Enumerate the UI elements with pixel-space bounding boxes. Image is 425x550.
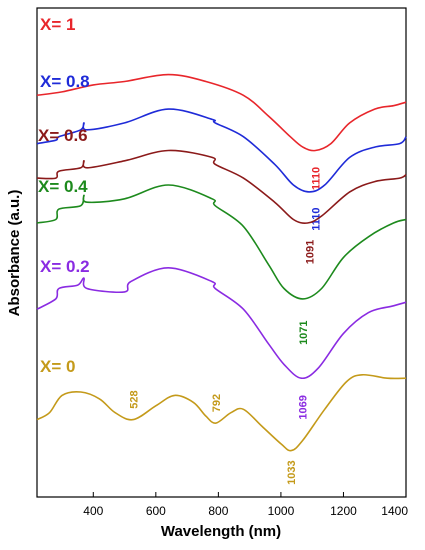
- x-tick-label: 1400: [381, 504, 408, 518]
- peak-annotation: 528: [128, 390, 140, 408]
- peak-annotation: 1033: [286, 460, 298, 484]
- series-line: [36, 108, 407, 193]
- series-line: [36, 73, 407, 152]
- x-axis-title: Wavelength (nm): [161, 523, 281, 540]
- series-label: X= 0.6: [38, 126, 88, 145]
- peak-annotation: 1110: [310, 167, 322, 190]
- series-line: [36, 373, 407, 452]
- series-label: X= 0.4: [38, 177, 88, 196]
- series-line: [36, 149, 407, 224]
- x-tick-label: 800: [208, 504, 228, 518]
- series-label: X= 0: [40, 357, 75, 376]
- x-tick-label: 400: [83, 504, 103, 518]
- x-tick-label: 1200: [330, 504, 357, 518]
- x-axis: 400 600 800 1000 1200 1400: [83, 492, 408, 518]
- series-label: X= 0.2: [40, 257, 90, 276]
- peak-annotation: 1069: [298, 395, 310, 419]
- peak-annotation: 792: [211, 394, 223, 412]
- series-label: X= 0.8: [40, 72, 90, 91]
- y-axis-title: Absorbance (a.u.): [6, 190, 23, 317]
- series-line: [36, 184, 407, 300]
- series-label: X= 1: [40, 15, 75, 34]
- peak-annotation: 1091: [304, 240, 316, 264]
- plot-frame: [36, 7, 407, 498]
- x-tick-label: 600: [146, 504, 166, 518]
- peak-annotation: 1071: [298, 320, 310, 344]
- x-tick-label: 1000: [268, 504, 295, 518]
- series-line: [36, 266, 407, 380]
